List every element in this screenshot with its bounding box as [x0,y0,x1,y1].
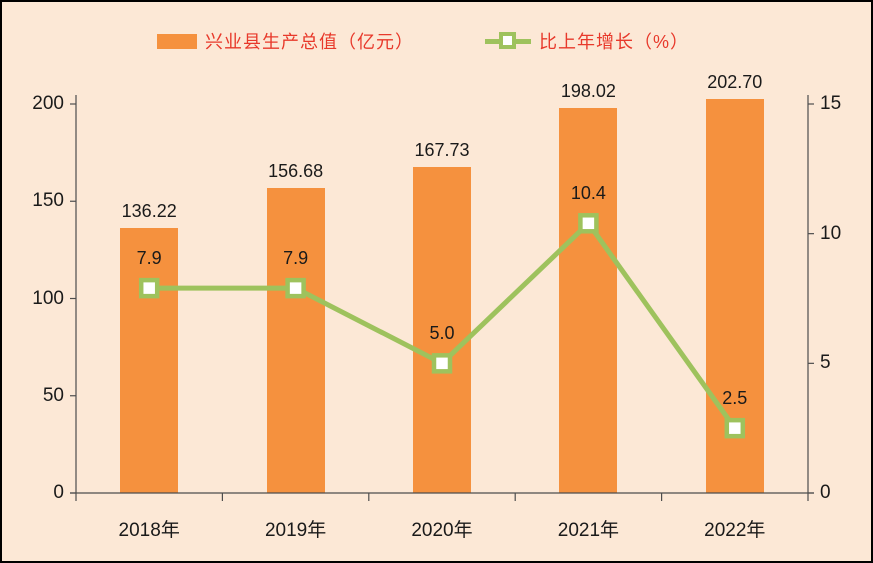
chart-legend: 兴业县生产总值（亿元） 比上年增长（%） [2,29,871,55]
right-axis-tick-label: 10 [820,222,842,244]
right-axis-tick-label: 5 [820,352,831,374]
x-axis-category-label: 2018年 [118,520,180,541]
left-axis-tick-label: 150 [32,190,64,212]
left-axis-tick-label: 50 [42,384,64,406]
square-marker-icon [499,32,516,49]
bar-value-label: 202.70 [707,71,763,92]
x-axis-category-label: 2022年 [704,520,766,541]
line-value-label: 10.4 [570,183,606,204]
bar-value-label: 167.73 [414,139,470,160]
line-value-label: 7.9 [136,248,162,269]
left-axis-tick-label: 0 [53,482,64,503]
right-axis-tick-label: 15 [820,93,842,114]
legend-item-growth: 比上年增长（%） [485,29,689,53]
left-axis-tick-label: 100 [32,287,64,309]
line-value-label: 5.0 [429,323,455,344]
legend-label-growth: 比上年增长（%） [539,32,690,52]
x-axis-category-label: 2020年 [411,520,473,541]
line-series-swatch [485,32,531,50]
line-value-label: 2.5 [722,388,748,409]
line-value-label: 7.9 [283,248,309,269]
bar-series-swatch [157,33,197,49]
bar-value-label: 156.68 [268,161,324,182]
bar-2019年 [266,188,325,493]
right-axis-tick-label: 0 [820,482,831,503]
bar-value-label: 136.22 [121,201,177,222]
left-axis-tick-label: 200 [32,93,64,114]
legend-label-gdp: 兴业县生产总值（亿元） [205,32,414,52]
x-axis-category-label: 2021年 [557,520,620,541]
legend-item-gdp: 兴业县生产总值（亿元） [157,29,414,53]
x-axis-category-label: 2019年 [264,520,327,541]
bar-2022年 [705,98,764,493]
bar-value-label: 198.02 [560,80,616,101]
bar-2021年 [559,107,618,493]
